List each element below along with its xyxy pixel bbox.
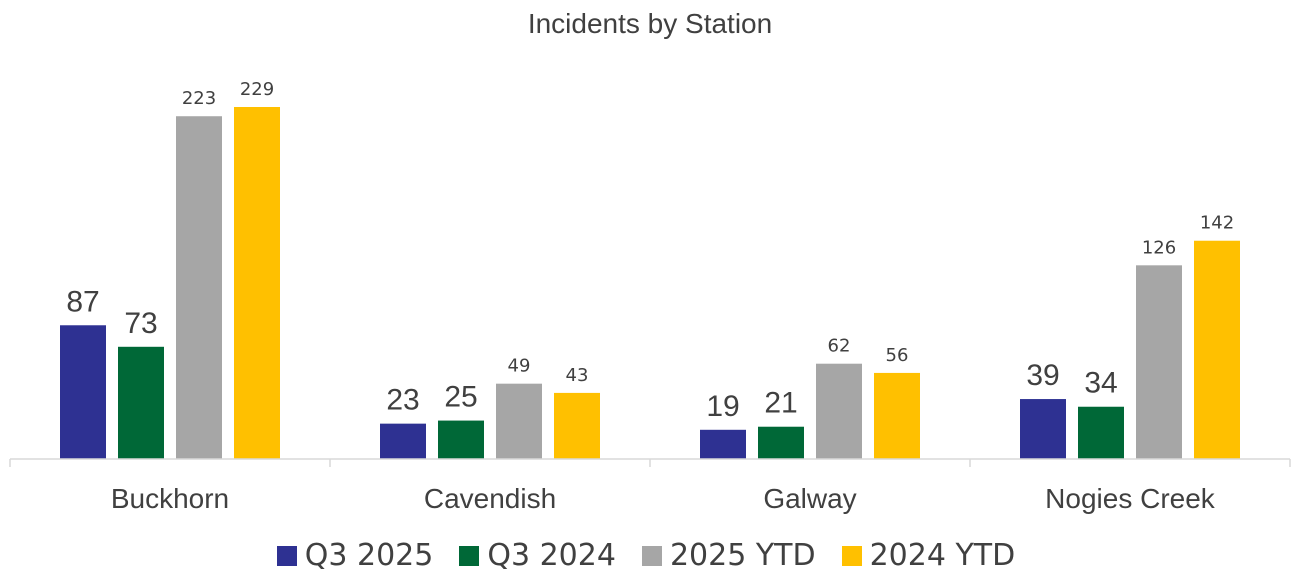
- bar-q3-2025-cavendish: [380, 423, 426, 459]
- legend-label: 2025 YTD: [669, 538, 816, 573]
- bar-2024-ytd-nogies-creek: [1194, 240, 1240, 459]
- bar-q3-2025-nogies-creek: [1020, 399, 1066, 459]
- data-label: 19: [706, 390, 739, 423]
- legend-label: 2024 YTD: [869, 538, 1016, 573]
- data-label: 229: [240, 79, 274, 100]
- data-label: 34: [1084, 367, 1117, 400]
- bar-q3-2024-nogies-creek: [1078, 406, 1124, 459]
- bar-q3-2024-buckhorn: [118, 346, 164, 459]
- data-label: 49: [508, 356, 531, 377]
- chart-title: Incidents by Station: [527, 8, 773, 39]
- data-label: 62: [828, 336, 851, 357]
- legend-swatch: [276, 545, 297, 566]
- bar-2024-ytd-galway: [874, 372, 920, 459]
- legend-label: Q3 2025: [304, 538, 434, 573]
- legend-item: Q3 2025: [276, 538, 434, 573]
- data-label: 25: [444, 381, 477, 414]
- category-label: Galway: [763, 483, 856, 514]
- chart-legend: Q3 2025 Q3 2024 2025 YTD 2024 YTD: [0, 538, 1292, 573]
- bar-q3-2024-cavendish: [438, 420, 484, 459]
- bar-2024-ytd-buckhorn: [234, 107, 280, 459]
- bar-q3-2025-galway: [700, 429, 746, 459]
- bar-2025-ytd-galway: [816, 363, 862, 459]
- legend-swatch: [841, 545, 862, 566]
- category-label: Cavendish: [424, 483, 556, 514]
- bar-2024-ytd-cavendish: [554, 392, 600, 459]
- bar-2025-ytd-cavendish: [496, 383, 542, 459]
- legend-label: Q3 2024: [487, 538, 616, 573]
- data-label: 39: [1026, 359, 1059, 392]
- bar-q3-2024-galway: [758, 426, 804, 459]
- data-label: 23: [386, 384, 419, 417]
- bar-2025-ytd-nogies-creek: [1136, 265, 1182, 459]
- category-label: Nogies Creek: [1045, 483, 1216, 514]
- legend-item: 2025 YTD: [641, 538, 816, 573]
- legend-item: 2024 YTD: [841, 538, 1016, 573]
- legend-swatch: [459, 545, 480, 566]
- data-label: 56: [886, 345, 909, 366]
- category-label: Buckhorn: [111, 483, 229, 514]
- data-label: 43: [566, 365, 589, 386]
- legend-swatch: [641, 545, 662, 566]
- data-label: 73: [124, 307, 157, 340]
- data-label: 223: [182, 88, 216, 109]
- data-label: 126: [1142, 237, 1176, 258]
- data-label: 21: [764, 387, 797, 420]
- legend-item: Q3 2024: [459, 538, 616, 573]
- bar-2025-ytd-buckhorn: [176, 116, 222, 459]
- bar-q3-2025-buckhorn: [60, 325, 106, 459]
- data-label: 142: [1200, 213, 1234, 234]
- data-label: 87: [66, 285, 99, 318]
